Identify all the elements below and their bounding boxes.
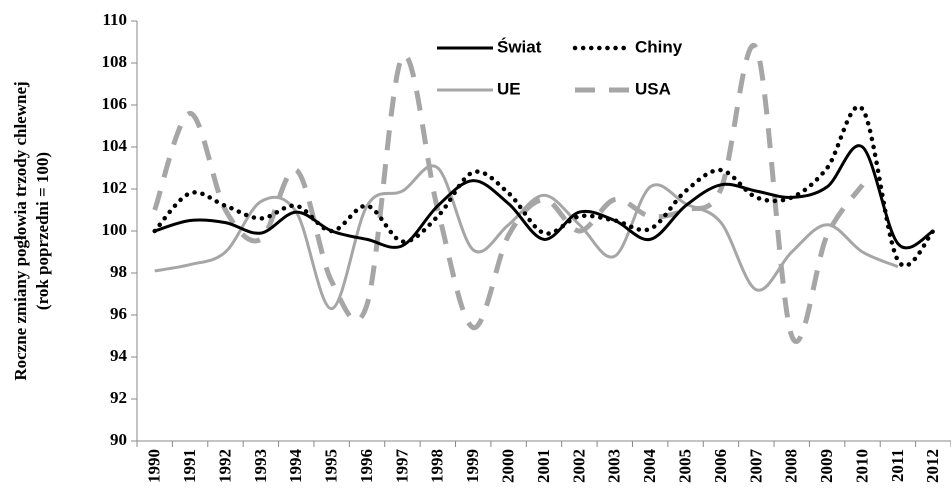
legend-label: Chiny [635,37,683,56]
x-tick-label: 2001 [534,449,553,483]
x-tick-label: 1997 [392,449,411,484]
legend-label: USA [635,79,671,98]
x-tick-label: 2009 [817,449,836,483]
x-tick-label: 1993 [251,449,270,483]
y-tick-label: 104 [102,136,128,155]
x-tick-label: 1994 [286,449,305,484]
y-axis-label: Roczne zmiany pogłowia trzody chlewnej [11,81,30,380]
x-tick-label: 2011 [888,449,907,482]
x-tick-label: 1996 [357,449,376,483]
series-line [154,164,899,311]
x-tick-label: 1995 [322,449,341,483]
series-line [152,104,936,268]
x-tick-label: 1998 [428,449,447,483]
y-tick-label: 96 [110,304,127,323]
x-tick-label: 2000 [499,449,518,483]
y-axis-label: (rok poprzedni = 100) [33,152,52,310]
x-tick-label: 2010 [852,449,871,483]
x-tick-label: 2003 [605,449,624,483]
x-tick-label: 1990 [145,449,164,483]
x-tick-label: 1992 [215,449,234,483]
x-tick-label: 2012 [923,449,942,483]
y-tick-label: 100 [102,220,128,239]
y-tick-label: 110 [102,10,127,29]
x-tick-label: 2006 [711,449,730,483]
y-tick-label: 108 [102,52,128,71]
series-line [152,42,865,344]
x-tick-label: 2007 [746,449,765,484]
x-tick-label: 1999 [463,449,482,483]
legend-label: UE [497,79,521,98]
x-tick-label: 2005 [675,449,694,483]
legend-label: Świat [497,37,542,56]
x-tick-label: 2004 [640,449,659,484]
y-tick-label: 98 [110,262,127,281]
y-tick-label: 102 [102,178,128,197]
x-tick-label: 1991 [180,449,199,483]
x-tick-label: 2002 [569,449,588,483]
y-tick-label: 106 [102,94,128,113]
series-line [154,144,935,250]
y-tick-label: 92 [110,388,127,407]
y-tick-label: 90 [110,430,127,449]
y-tick-label: 94 [110,346,128,365]
x-tick-label: 2008 [782,449,801,483]
